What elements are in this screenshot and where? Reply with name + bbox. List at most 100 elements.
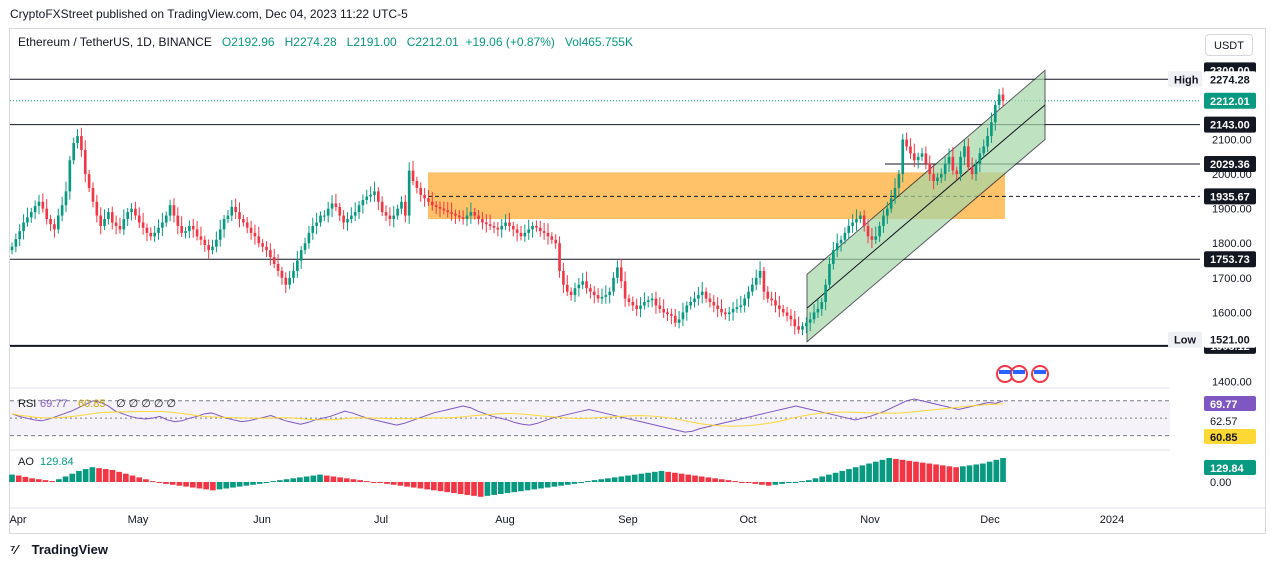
ao-bar[interactable]: [571, 482, 578, 484]
ao-bar[interactable]: [457, 482, 464, 494]
ao-bar[interactable]: [598, 479, 605, 482]
candle-body[interactable]: [997, 94, 1001, 105]
ao-bar[interactable]: [953, 467, 959, 482]
ao-bar[interactable]: [189, 482, 196, 488]
candle-body[interactable]: [22, 222, 25, 232]
ao-bar[interactable]: [926, 463, 933, 482]
candle-body[interactable]: [731, 308, 735, 313]
candle-body[interactable]: [95, 201, 99, 216]
candle-body[interactable]: [396, 208, 399, 216]
candle-body[interactable]: [180, 225, 183, 233]
candle-body[interactable]: [350, 215, 353, 220]
candle-body[interactable]: [107, 212, 110, 220]
currency-button[interactable]: USDT: [1205, 34, 1253, 56]
ao-bar[interactable]: [852, 467, 859, 482]
ao-bar[interactable]: [665, 471, 672, 482]
ao-bar[interactable]: [62, 476, 69, 482]
candle-body[interactable]: [388, 215, 392, 220]
candle-body[interactable]: [45, 208, 49, 220]
candle-body[interactable]: [569, 291, 573, 296]
candle-body[interactable]: [276, 263, 280, 271]
ao-bar[interactable]: [698, 476, 705, 482]
candle-body[interactable]: [762, 270, 766, 292]
candle-body[interactable]: [862, 215, 866, 226]
candle-body[interactable]: [184, 231, 187, 233]
candle-body[interactable]: [959, 156, 962, 175]
ao-bar[interactable]: [176, 482, 183, 486]
candle-body[interactable]: [670, 314, 673, 316]
ao-bar[interactable]: [431, 482, 437, 491]
ao-bar[interactable]: [939, 465, 946, 482]
candle-body[interactable]: [704, 291, 708, 299]
candle-body[interactable]: [284, 277, 288, 285]
candle-body[interactable]: [951, 156, 955, 171]
candle-body[interactable]: [635, 305, 638, 309]
candle-body[interactable]: [311, 225, 315, 233]
ao-bar[interactable]: [236, 482, 243, 487]
ao-bar[interactable]: [424, 482, 430, 490]
candle-body[interactable]: [538, 227, 542, 232]
ao-bar[interactable]: [872, 461, 879, 482]
ao-bar[interactable]: [477, 482, 484, 497]
candle-body[interactable]: [646, 300, 650, 303]
candle-body[interactable]: [789, 315, 793, 320]
candle-body[interactable]: [315, 222, 318, 226]
ao-bar[interactable]: [745, 482, 752, 483]
ao-bar[interactable]: [102, 469, 109, 482]
candle-body[interactable]: [982, 146, 986, 154]
candle-body[interactable]: [843, 232, 847, 240]
candle-body[interactable]: [87, 174, 91, 188]
ao-bar[interactable]: [672, 472, 678, 482]
ao-bar[interactable]: [966, 465, 973, 482]
candle-body[interactable]: [808, 319, 812, 323]
ao-bar[interactable]: [116, 471, 122, 482]
ao-bar[interactable]: [223, 482, 230, 489]
candle-body[interactable]: [122, 219, 126, 230]
ao-bar[interactable]: [143, 479, 149, 482]
ao-bar[interactable]: [163, 482, 169, 484]
candle-body[interactable]: [33, 205, 37, 213]
candle-body[interactable]: [130, 208, 133, 213]
ao-bar[interactable]: [712, 478, 718, 482]
ao-bar[interactable]: [692, 475, 698, 482]
ao-bar[interactable]: [739, 482, 745, 483]
ao-bar[interactable]: [564, 482, 571, 485]
ao-bar[interactable]: [136, 477, 143, 482]
ao-bar[interactable]: [772, 482, 779, 485]
candle-body[interactable]: [839, 239, 843, 244]
candle-body[interactable]: [473, 212, 477, 216]
ao-bar[interactable]: [980, 463, 986, 482]
ao-bar[interactable]: [290, 478, 297, 482]
ao-bar[interactable]: [270, 481, 276, 483]
ao-bar[interactable]: [263, 482, 270, 483]
candle-body[interactable]: [847, 225, 851, 233]
ao-bar[interactable]: [759, 482, 765, 485]
candle-body[interactable]: [677, 319, 681, 323]
candle-body[interactable]: [901, 139, 905, 175]
ao-bar[interactable]: [397, 482, 404, 486]
candle-body[interactable]: [18, 231, 22, 240]
ao-bar[interactable]: [625, 475, 631, 482]
candle-body[interactable]: [535, 225, 538, 228]
candle-body[interactable]: [801, 326, 804, 330]
candle-body[interactable]: [774, 300, 777, 306]
candle-body[interactable]: [245, 222, 249, 228]
ao-bar[interactable]: [357, 480, 364, 482]
ao-bar[interactable]: [819, 476, 826, 482]
candle-body[interactable]: [743, 298, 746, 306]
ao-bar[interactable]: [464, 482, 471, 495]
candle-body[interactable]: [928, 163, 932, 175]
ao-bar[interactable]: [538, 482, 544, 489]
candle-body[interactable]: [80, 136, 83, 150]
candle-body[interactable]: [265, 246, 268, 251]
candle-body[interactable]: [168, 205, 172, 216]
ao-bar[interactable]: [826, 474, 832, 482]
candle-body[interactable]: [619, 267, 623, 282]
candle-body[interactable]: [758, 270, 762, 278]
ao-bar[interactable]: [886, 458, 892, 482]
ao-bar[interactable]: [645, 472, 651, 482]
candle-body[interactable]: [161, 222, 164, 228]
candle-body[interactable]: [461, 217, 465, 220]
candle-body[interactable]: [141, 222, 145, 228]
